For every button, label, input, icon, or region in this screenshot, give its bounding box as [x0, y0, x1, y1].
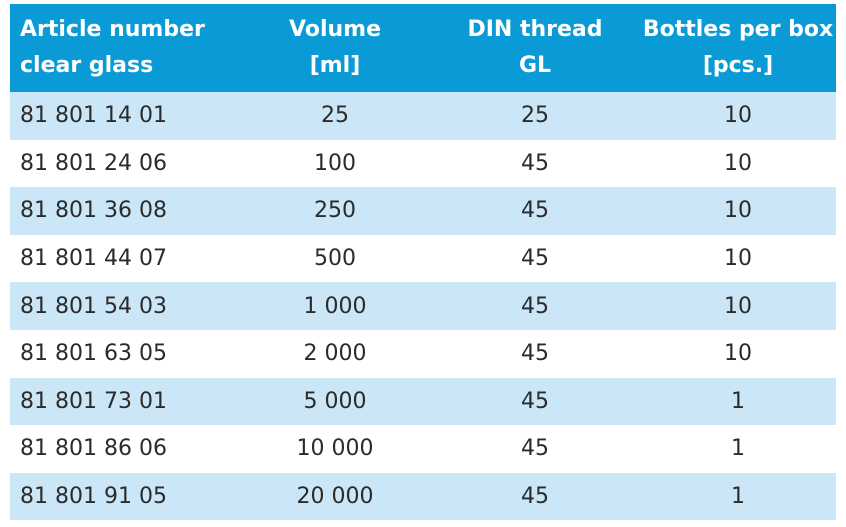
cell-article-number: 81 801 86 06	[20, 436, 167, 462]
header-din-thread-line2: GL	[518, 53, 552, 78]
cell-article-number: 81 801 91 05	[20, 484, 167, 510]
header-bottles-per-box-line2: [pcs.]	[702, 53, 774, 78]
cell-bottles-per-box: 10	[724, 198, 752, 224]
cell-bottles-per-box: 1	[731, 436, 745, 462]
table-row: 81 801 24 06 100 45 10	[10, 139, 836, 188]
cell-volume: 250	[314, 198, 356, 224]
cell-article-number: 81 801 36 08	[20, 198, 167, 224]
table-row: 81 801 44 07 500 45 10	[10, 234, 836, 283]
cell-din-thread: 45	[521, 293, 549, 319]
cell-bottles-per-box: 1	[731, 484, 745, 510]
header-bottles-per-box-line1: Bottles per box	[642, 17, 834, 42]
cell-din-thread: 45	[521, 198, 549, 224]
header-volume: Volume [ml]	[240, 4, 430, 92]
header-volume-line1: Volume	[289, 17, 381, 42]
header-article-number-line2: clear glass	[20, 53, 154, 78]
cell-article-number: 81 801 63 05	[20, 341, 167, 367]
table-body: 81 801 14 01 25 25 10 81 801 24 06 100 45 10 81 …	[10, 92, 836, 521]
cell-bottles-per-box: 1	[731, 388, 745, 414]
cell-bottles-per-box: 10	[724, 246, 752, 272]
cell-volume: 1 000	[303, 293, 367, 319]
cell-bottles-per-box: 10	[724, 150, 752, 176]
cell-din-thread: 25	[521, 103, 549, 129]
table-row: 81 801 14 01 25 25 10	[10, 92, 836, 140]
table-row: 81 801 36 08 250 45 10	[10, 187, 836, 235]
header-din-thread-line1: DIN thread	[467, 17, 603, 42]
cell-volume: 10 000	[296, 436, 374, 462]
cell-volume: 500	[314, 246, 356, 272]
cell-din-thread: 45	[521, 388, 549, 414]
table-row: 81 801 86 06 10 000 45 1	[10, 425, 836, 473]
cell-article-number: 81 801 73 01	[20, 388, 167, 414]
cell-volume: 2 000	[303, 341, 367, 367]
header-bottles-per-box: Bottles per box [pcs.]	[640, 4, 836, 92]
cell-din-thread: 45	[521, 484, 549, 510]
table-row: 81 801 63 05 2 000 45 10	[10, 329, 836, 378]
cell-din-thread: 45	[521, 436, 549, 462]
cell-bottles-per-box: 10	[724, 341, 752, 367]
header-article-number-line1: Article number	[20, 17, 205, 42]
cell-bottles-per-box: 10	[724, 103, 752, 129]
header-din-thread: DIN thread GL	[430, 4, 640, 92]
cell-volume: 100	[314, 150, 356, 176]
cell-din-thread: 45	[521, 341, 549, 367]
table-row: 81 801 73 01 5 000 45 1	[10, 377, 836, 426]
cell-din-thread: 45	[521, 150, 549, 176]
header-volume-line2: [ml]	[309, 53, 361, 78]
product-table: Article number clear glass Volume [ml] D…	[10, 4, 836, 521]
table-row: 81 801 54 03 1 000 45 10	[10, 282, 836, 330]
table-row: 81 801 91 05 20 000 45 1	[10, 472, 836, 521]
cell-article-number: 81 801 44 07	[20, 246, 167, 272]
table-header-row: Article number clear glass Volume [ml] D…	[10, 4, 836, 92]
cell-article-number: 81 801 14 01	[20, 103, 167, 129]
cell-din-thread: 45	[521, 246, 549, 272]
cell-volume: 5 000	[303, 388, 367, 414]
header-article-number: Article number clear glass	[10, 4, 240, 92]
cell-volume: 25	[321, 103, 349, 129]
cell-article-number: 81 801 24 06	[20, 150, 167, 176]
cell-article-number: 81 801 54 03	[20, 293, 167, 319]
cell-bottles-per-box: 10	[724, 293, 752, 319]
cell-volume: 20 000	[296, 484, 374, 510]
